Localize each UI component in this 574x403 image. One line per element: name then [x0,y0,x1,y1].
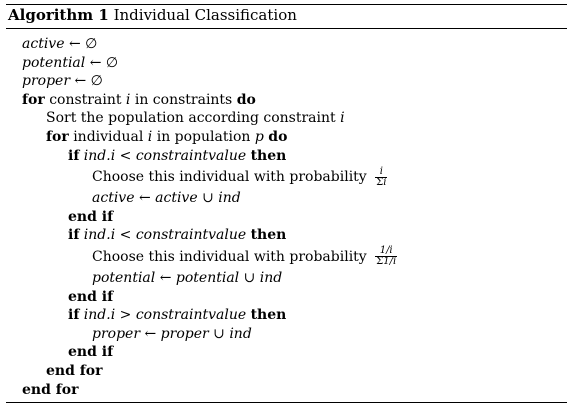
assign-op: ← [74,73,87,90]
line-18: end for [46,362,103,379]
var-potential: potential [92,269,156,286]
top-rule [6,4,567,5]
expr-rhs: potential ∪ ind [175,269,283,286]
sum-var: 1/i [383,256,397,268]
line-14: end if [68,288,114,305]
keyword-if: if [68,227,80,244]
expr-lhs: ind.i [83,307,116,324]
line-15: if ind.i > constraintvalue then [6,306,567,325]
mid-rule [6,28,567,29]
text: individual [73,128,144,145]
expr-rhs: constraintvalue [135,307,247,324]
var-potential: potential [22,54,86,71]
expr-rhs: constraintvalue [135,147,247,164]
line-3: proper ← ∅ [6,72,567,91]
compare-op: < [119,147,132,164]
probability-fraction: 1/i Σ1/i [375,246,398,267]
caption-title: Individual Classification [113,6,297,24]
fraction-numerator: i [375,166,388,178]
sum-symbol: Σ [376,176,384,188]
caption-label: Algorithm 1 [8,6,109,24]
line-16: proper ← proper ∪ ind [6,325,567,344]
line-13: potential ← potential ∪ ind [6,269,567,288]
line-6: for individual i in population p do [6,128,567,147]
assign-op: ← [68,36,81,52]
line-1: active ← ∅ [6,35,567,54]
algorithm-block: Algorithm 1 Individual Classification ac… [6,4,567,403]
text: constraint [49,91,122,108]
algorithm-caption: Algorithm 1 Individual Classification [6,5,567,25]
keyword-for: for [22,91,45,108]
var-i: i [340,110,345,127]
fraction-denominator: Σ1/i [375,257,397,267]
line-9: active ← active ∪ ind [6,189,567,208]
line-11: if ind.i < constraintvalue then [6,226,567,245]
line-4: for constraint i in constraints do [6,91,567,110]
line-17: end if [68,344,114,361]
var-proper: proper [92,325,141,342]
line-10: end if [68,208,114,225]
expr-lhs: ind.i [83,227,116,244]
empty-set: ∅ [105,54,119,71]
assign-op: ← [144,325,157,342]
keyword-do: do [268,128,288,145]
keyword-do: do [236,91,256,108]
line-5: Sort the population according constraint… [6,109,567,128]
assign-op: ← [89,54,102,71]
fraction-denominator: Σi [375,176,387,188]
empty-set: ∅ [85,36,98,52]
fraction-numerator: 1/i [375,246,398,258]
text: Sort the population according constraint [46,110,336,127]
var-p: p [254,128,264,145]
expr-lhs: ind.i [83,147,116,164]
line-8: Choose this individual with probability … [6,165,567,189]
compare-op: > [119,307,132,324]
empty-set: ∅ [90,73,103,90]
algorithm-lines: active ← ∅ potential ← ∅ proper ← ∅ for … [6,29,567,399]
expr-rhs: active ∪ ind [155,190,241,207]
assign-op: ← [159,269,172,286]
keyword-then: then [250,227,287,244]
text: in constraints [134,91,233,108]
keyword-for: for [46,128,69,145]
keyword-if: if [68,147,80,164]
assign-op: ← [138,190,151,207]
text: Choose this individual with probability [92,169,367,186]
probability-fraction: i Σi [375,166,388,188]
keyword-then: then [250,147,287,164]
compare-op: < [119,227,132,244]
sum-var: i [383,176,387,188]
var-proper: proper [22,73,71,90]
line-12: Choose this individual with probability … [6,245,567,269]
text: Choose this individual with probability [92,248,367,265]
line-7: if ind.i < constraintvalue then [6,147,567,166]
keyword-if: if [68,307,80,324]
line-2: potential ← ∅ [6,54,567,73]
var-i: i [147,128,153,145]
expr-rhs: proper ∪ ind [160,325,252,342]
expr-rhs: constraintvalue [135,227,247,244]
var-active: active [22,36,65,52]
sum-symbol: Σ [376,256,384,268]
var-i: i [125,91,131,108]
text: in population [156,128,251,145]
var-active: active [92,190,135,207]
line-19: end for [22,381,79,398]
keyword-then: then [250,307,287,324]
